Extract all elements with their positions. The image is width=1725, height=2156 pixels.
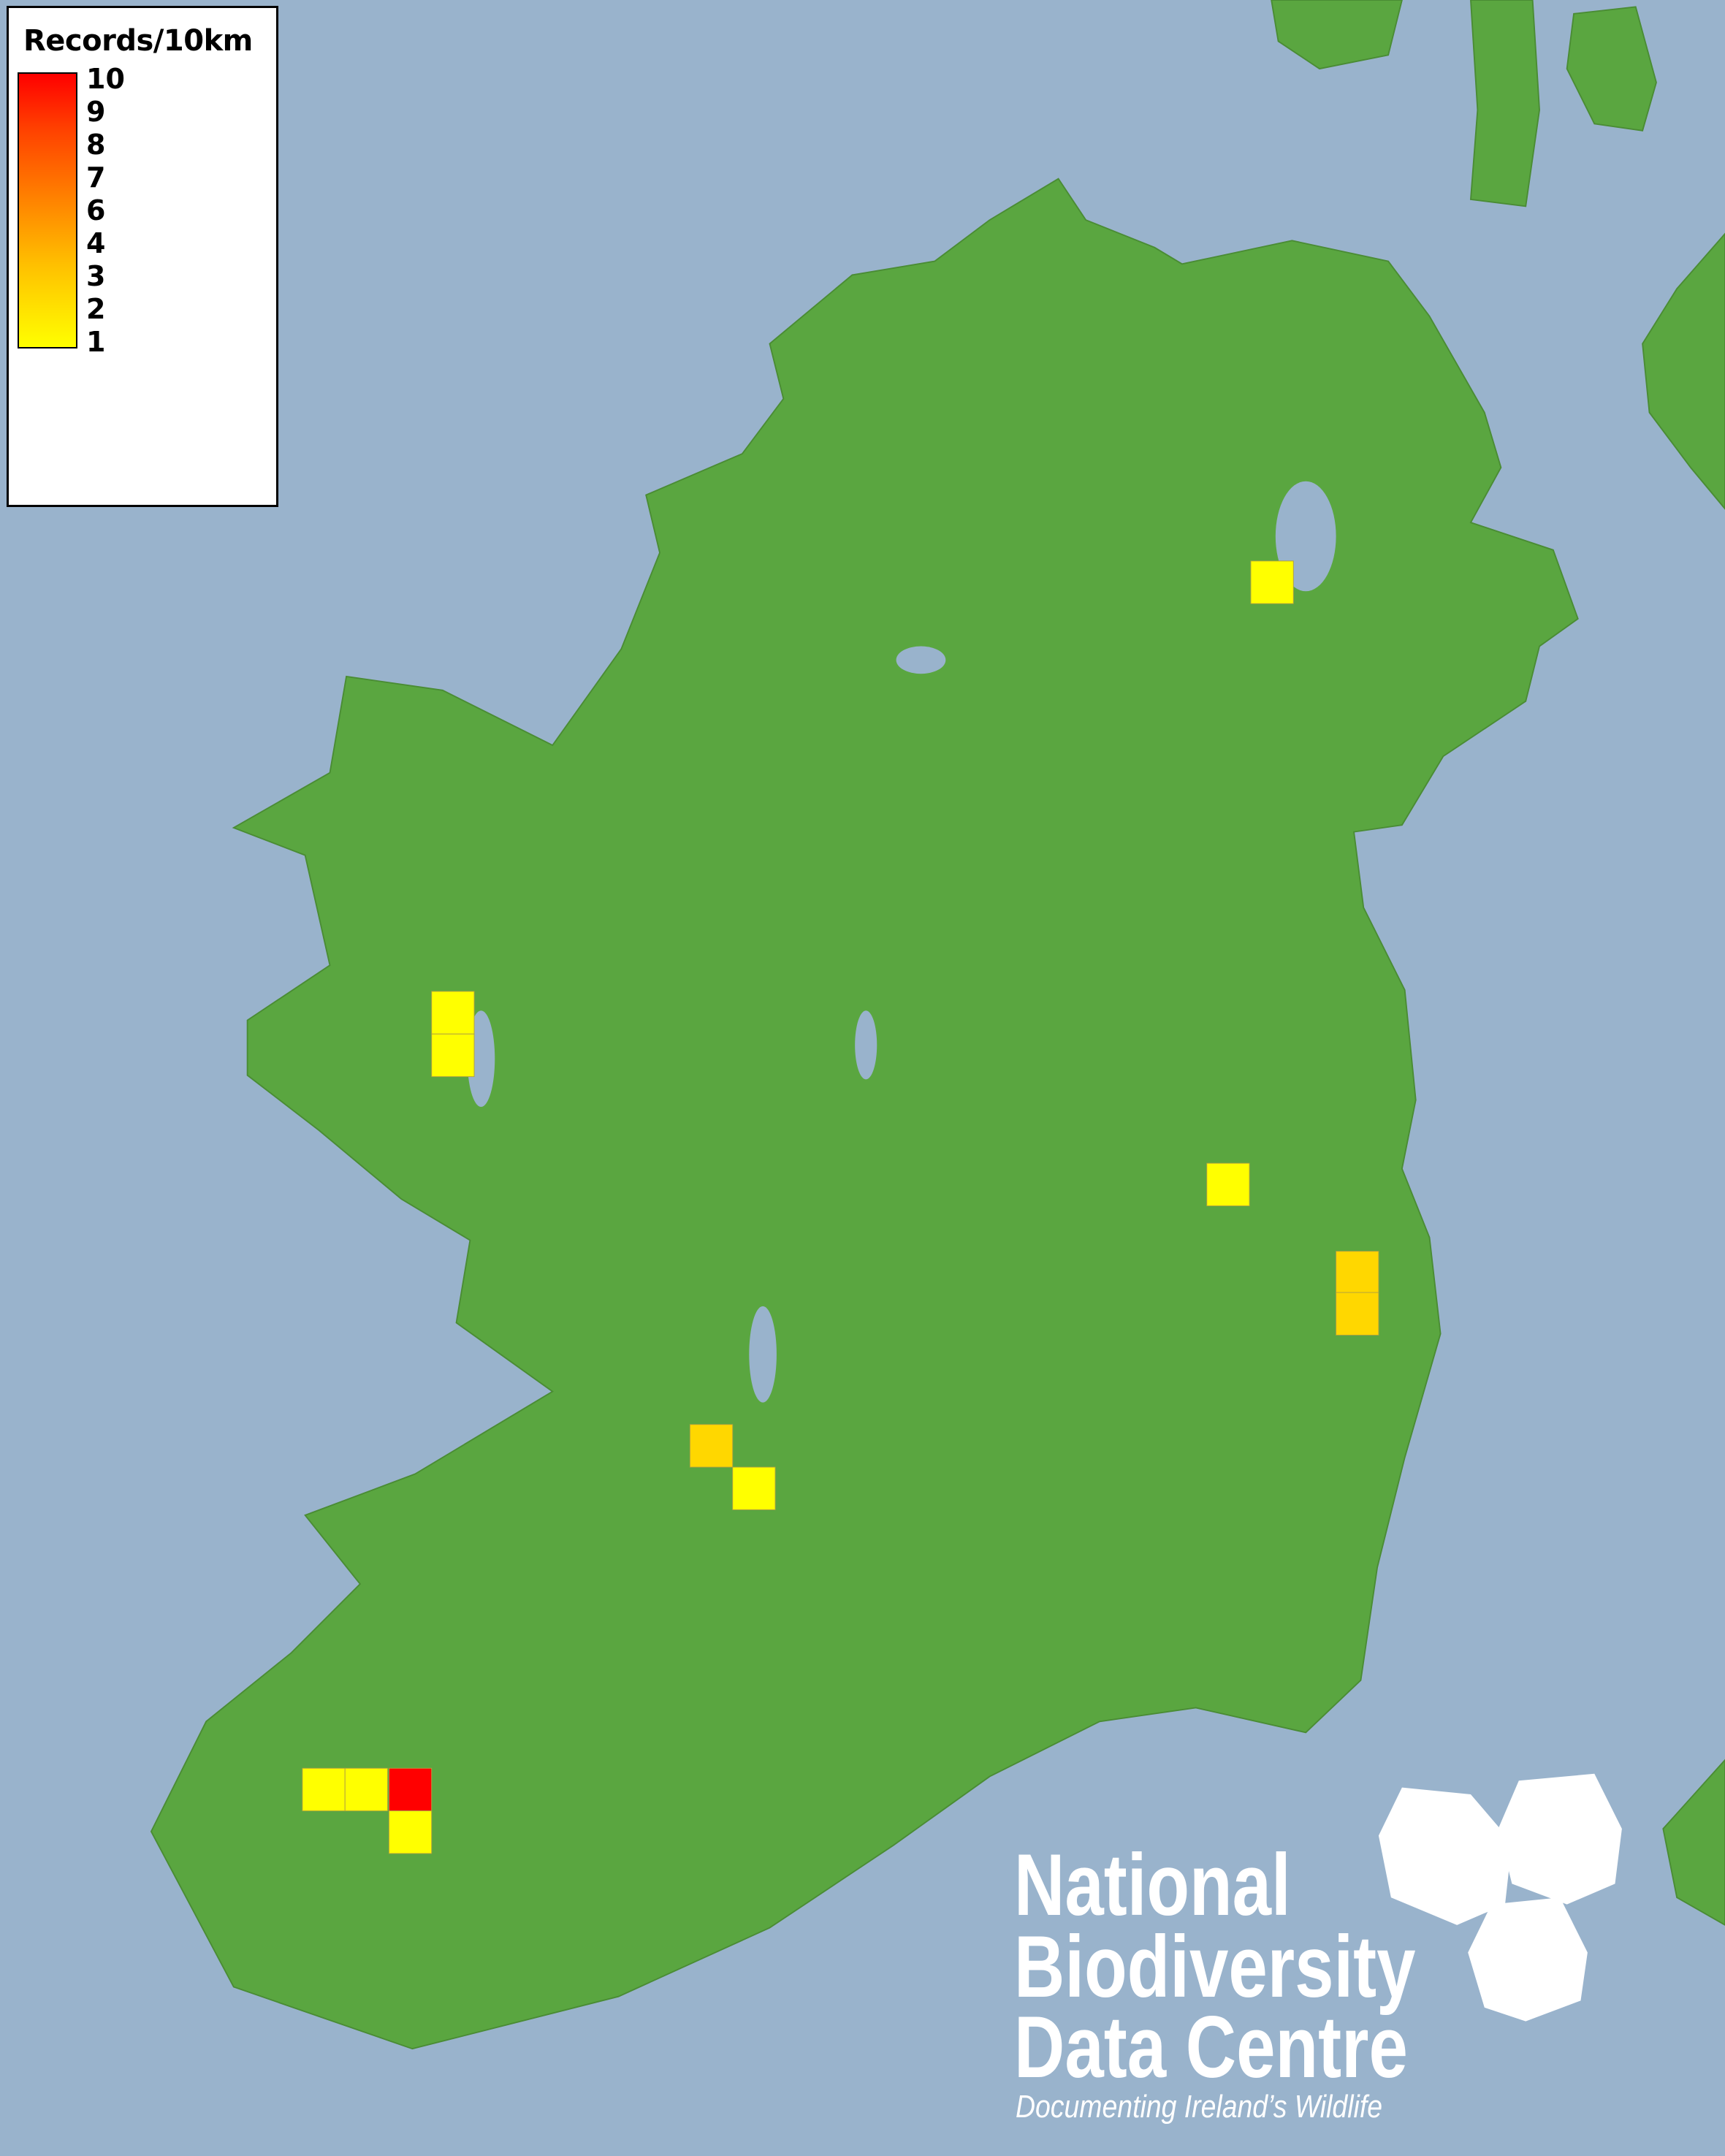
logo-hexagons <box>1378 1773 1622 2022</box>
record-cell <box>431 991 475 1035</box>
wales-coast <box>1662 1759 1725 1926</box>
record-cell <box>1250 560 1294 604</box>
tree-hexagon-icon <box>1378 1787 1512 1925</box>
legend-label: 1 <box>86 326 106 358</box>
record-cell <box>1336 1292 1379 1336</box>
record-cells <box>302 560 1379 1854</box>
ireland-landmass <box>150 178 1579 2050</box>
record-cell <box>302 1767 346 1812</box>
lough-erne <box>896 646 946 674</box>
legend-label: 2 <box>86 293 106 325</box>
legend-label: 10 <box>86 63 125 95</box>
butterfly-hexagon-icon <box>1498 1773 1622 1905</box>
record-cell <box>1206 1162 1250 1206</box>
legend-label: 9 <box>86 96 106 128</box>
record-cell <box>431 1033 475 1078</box>
scotland-coast <box>1642 232 1725 510</box>
logo-tagline: Documenting Ireland’s Wildlife <box>1016 2089 1383 2125</box>
scotland-island <box>1566 6 1657 132</box>
scotland-island <box>1271 0 1403 70</box>
record-cell <box>388 1767 433 1812</box>
legend-label: 3 <box>86 260 106 292</box>
record-cell <box>1336 1251 1379 1295</box>
seahorse-hexagon-icon <box>1468 1897 1588 2022</box>
lough-ree <box>855 1010 877 1080</box>
record-cell <box>689 1424 734 1468</box>
legend-label: 7 <box>86 161 106 194</box>
record-cell <box>344 1767 388 1812</box>
logo-line-2: Biodiversity <box>1014 1918 1416 2016</box>
logo-line-3: Data Centre <box>1014 1998 1408 2096</box>
legend-label: 8 <box>86 129 106 161</box>
logo-line-1: National <box>1014 1836 1291 1934</box>
legend-label: 6 <box>86 194 106 226</box>
scotland-island <box>1469 0 1540 207</box>
record-cell <box>388 1810 433 1854</box>
record-cell <box>732 1466 776 1510</box>
legend: Records/10km 10 9 8 7 6 4 3 2 1 <box>7 6 278 507</box>
legend-title: Records/10km <box>23 24 253 58</box>
legend-color-ramp <box>18 72 77 348</box>
legend-label: 4 <box>86 227 106 259</box>
lough-derg <box>749 1306 777 1403</box>
